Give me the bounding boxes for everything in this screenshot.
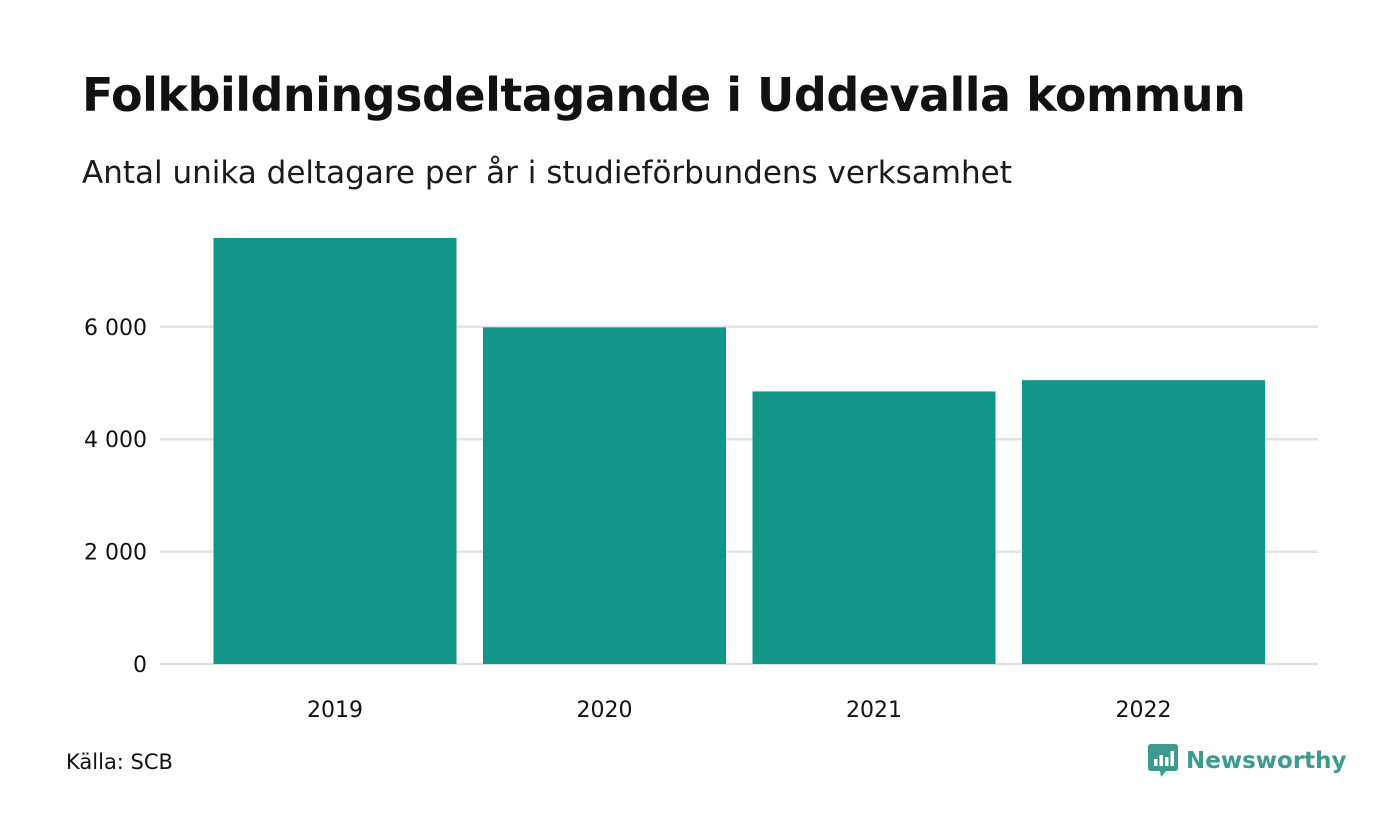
y-tick-label: 0 xyxy=(133,653,147,678)
x-axis-ticks: 2019 2020 2021 2022 xyxy=(307,698,1172,723)
bar-2019 xyxy=(213,238,457,664)
bars xyxy=(213,238,1265,664)
x-tick-label: 2021 xyxy=(846,698,902,723)
chart-speech-bubble-icon xyxy=(1148,744,1178,777)
y-axis-ticks: 0 2 000 4 000 6 000 xyxy=(84,316,147,678)
x-tick-label: 2022 xyxy=(1116,698,1172,723)
source-note: Källa: SCB xyxy=(66,750,173,774)
y-tick-label: 4 000 xyxy=(84,428,147,453)
bar-2020 xyxy=(483,327,726,664)
y-tick-label: 6 000 xyxy=(84,316,147,341)
brand-logo: Newsworthy xyxy=(1148,744,1347,778)
x-tick-label: 2019 xyxy=(307,698,363,723)
y-tick-label: 2 000 xyxy=(84,541,147,566)
bar-2021 xyxy=(752,391,996,664)
brand-name: Newsworthy xyxy=(1186,748,1347,774)
chart-subtitle: Antal unika deltagare per år i studieför… xyxy=(82,155,1012,191)
x-tick-label: 2020 xyxy=(577,698,633,723)
bar-2022 xyxy=(1022,380,1265,664)
chart-title: Folkbildningsdeltagande i Uddevalla komm… xyxy=(82,68,1246,122)
